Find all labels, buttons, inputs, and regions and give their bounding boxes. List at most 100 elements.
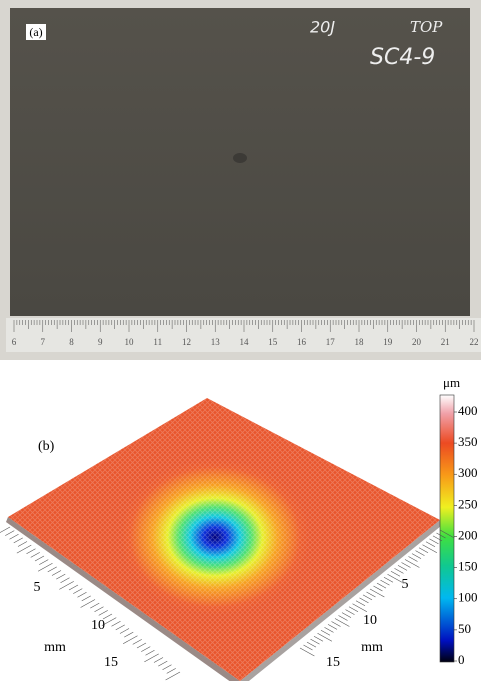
- axis-tick: [123, 636, 137, 644]
- figure: 678910111213141516171819202122 (a) 20J T…: [0, 0, 481, 681]
- annotation: SC4-9: [370, 45, 435, 70]
- axis-tick: [82, 596, 91, 601]
- ruler-label: 18: [355, 337, 365, 347]
- ruler-label: 6: [12, 337, 17, 347]
- axis-tick: [146, 650, 155, 655]
- axis-tick: [391, 571, 400, 576]
- ruler-label: 7: [41, 337, 46, 347]
- axis-tick: [321, 630, 330, 635]
- axis-tick: [116, 625, 125, 630]
- axis-tick: [314, 636, 323, 641]
- axis-tick: [318, 633, 332, 641]
- axis-tick: [5, 531, 14, 536]
- axis-tick: [419, 548, 428, 553]
- panel-label: (b): [38, 439, 55, 454]
- ruler-label: 8: [69, 337, 74, 347]
- axis-tick: [73, 589, 82, 594]
- axis-tick-label: 15: [104, 655, 118, 670]
- axis-tick: [377, 583, 386, 588]
- axis-tick: [353, 604, 367, 612]
- axis-tick: [395, 568, 404, 573]
- axis-tick: [167, 668, 176, 673]
- axis-tick-label: 5: [402, 577, 409, 592]
- colorbar-label: 100: [458, 590, 478, 605]
- panel-label: (a): [29, 25, 42, 39]
- axis-tick-label: 15: [326, 655, 340, 670]
- axis-tick: [18, 542, 27, 547]
- axis-tick: [38, 563, 52, 571]
- axis-tick: [90, 603, 99, 608]
- axis-label: mm: [361, 640, 383, 655]
- axis-tick: [363, 595, 372, 600]
- axis-tick-label: 10: [363, 613, 377, 628]
- axis-tick: [374, 586, 383, 591]
- axis-tick: [339, 616, 348, 621]
- axis-tick: [342, 613, 351, 618]
- axis-tick: [311, 639, 320, 644]
- axis-tick: [332, 621, 341, 626]
- axis-tick: [430, 539, 439, 544]
- ruler-label: 21: [441, 337, 450, 347]
- axis-tick: [112, 621, 121, 626]
- ruler-label: 10: [125, 337, 135, 347]
- ruler-label: 22: [470, 337, 479, 347]
- axis-tick: [325, 627, 334, 632]
- axis-tick: [356, 601, 365, 606]
- axis-tick: [144, 654, 158, 662]
- axis-tick: [388, 574, 402, 582]
- colorbar-label: 200: [458, 527, 478, 542]
- axis-tick: [335, 619, 349, 627]
- colorbar-label: 300: [458, 465, 478, 480]
- axis-label: mm: [44, 640, 66, 655]
- ruler-label: 20: [412, 337, 422, 347]
- ruler-label: 17: [326, 337, 336, 347]
- axis-tick-label: 5: [34, 580, 41, 595]
- axis-tick: [360, 598, 369, 603]
- axis-tick: [346, 610, 355, 615]
- axis-tick: [61, 578, 70, 583]
- axis-tick: [158, 661, 167, 666]
- surface-texture: [8, 398, 440, 681]
- axis-tick: [48, 567, 57, 572]
- axis-tick: [56, 574, 65, 579]
- axis-tick: [99, 610, 108, 615]
- annotation: TOP: [410, 18, 443, 36]
- axis-tick: [141, 647, 150, 652]
- axis-tick: [95, 607, 104, 612]
- axis-tick: [124, 632, 133, 637]
- axis-tick: [402, 562, 411, 567]
- axis-tick: [300, 648, 314, 656]
- ruler-label: 14: [240, 337, 250, 347]
- axis-tick: [120, 629, 129, 634]
- colorbar-label: 250: [458, 496, 478, 511]
- axis-tick: [35, 556, 44, 561]
- axis-tick: [304, 645, 313, 650]
- annotation: 20J: [310, 18, 335, 37]
- axis-tick: [370, 589, 384, 597]
- axis-tick: [349, 607, 358, 612]
- impact-mark: [233, 153, 247, 163]
- axis-tick: [166, 672, 180, 680]
- axis-tick: [31, 552, 40, 557]
- colorbar-unit: μm: [443, 375, 460, 390]
- axis-tick: [52, 571, 61, 576]
- ruler-label: 15: [268, 337, 278, 347]
- ruler-label: 13: [211, 337, 221, 347]
- axis-tick: [59, 581, 73, 589]
- axis-tick: [137, 643, 146, 648]
- axis-tick: [381, 580, 390, 585]
- axis-tick: [398, 565, 407, 570]
- axis-tick: [405, 560, 419, 568]
- axis-tick: [409, 557, 418, 562]
- axis-tick: [367, 592, 376, 597]
- colorbar-label: 150: [458, 559, 478, 574]
- ruler-label: 12: [182, 337, 191, 347]
- axis-tick: [17, 545, 31, 553]
- colorbar: [440, 395, 454, 662]
- axis-tick: [27, 549, 36, 554]
- axis-tick: [69, 585, 78, 590]
- axis-tick: [384, 577, 393, 582]
- ruler-label: 16: [297, 337, 307, 347]
- ruler-label: 9: [98, 337, 103, 347]
- axis-tick: [133, 639, 142, 644]
